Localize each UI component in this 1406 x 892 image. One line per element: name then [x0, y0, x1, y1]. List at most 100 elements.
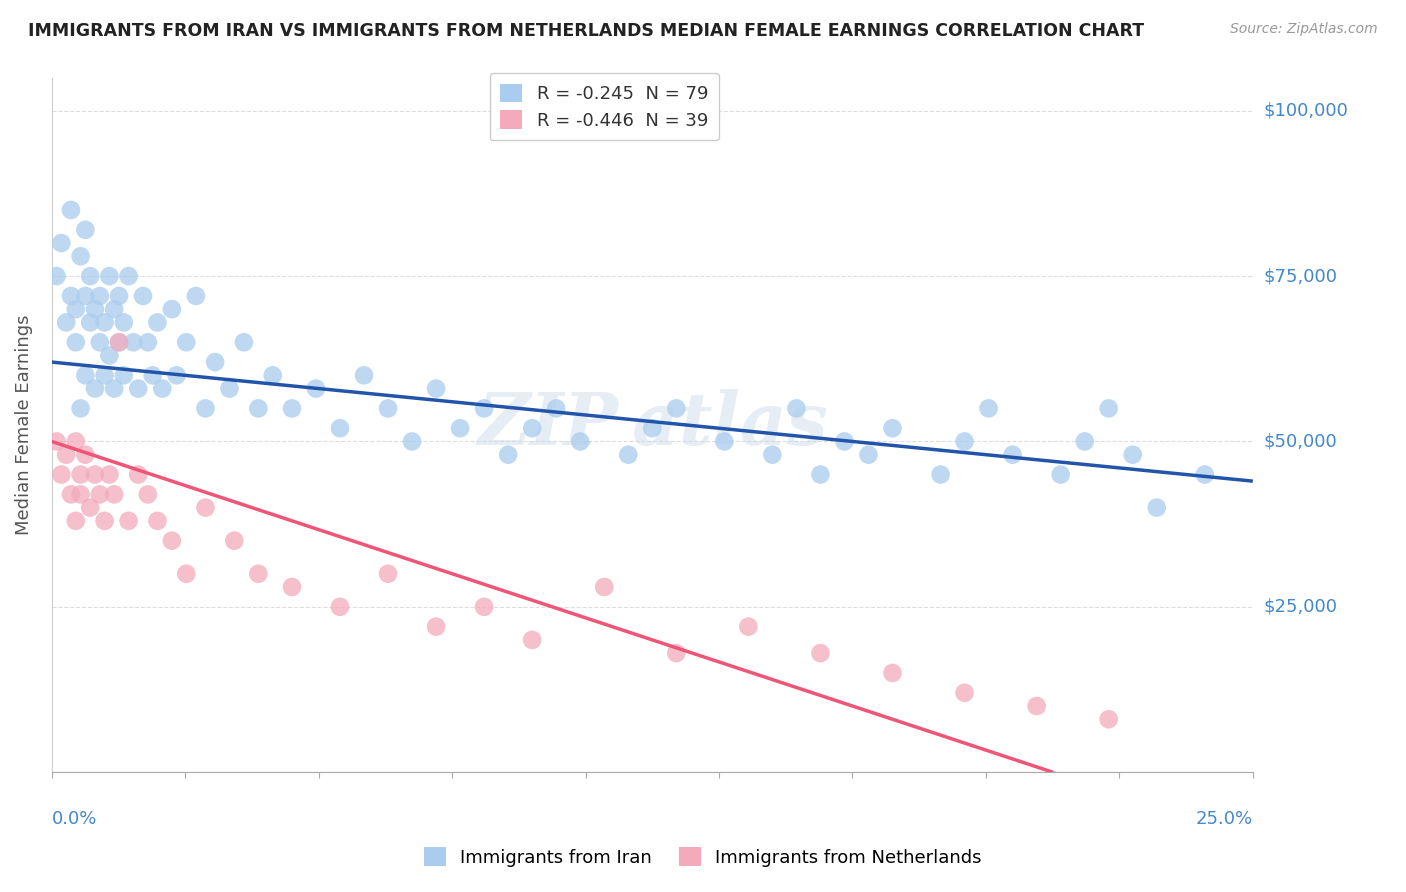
Point: [449, 421, 471, 435]
Point: [834, 434, 856, 449]
Point: [1194, 467, 1216, 482]
Point: [204, 355, 226, 369]
Point: [98, 269, 121, 284]
Text: 0.0%: 0.0%: [52, 810, 97, 829]
Point: [84, 382, 107, 396]
Text: ZIP atlas: ZIP atlas: [477, 390, 828, 460]
Point: [103, 487, 125, 501]
Point: [305, 382, 328, 396]
Point: [665, 401, 688, 416]
Point: [737, 620, 759, 634]
Point: [329, 421, 352, 435]
Point: [785, 401, 807, 416]
Point: [75, 289, 97, 303]
Point: [79, 269, 101, 284]
Point: [146, 315, 169, 329]
Point: [55, 448, 77, 462]
Point: [329, 599, 352, 614]
Point: [232, 335, 254, 350]
Text: $25,000: $25,000: [1264, 598, 1339, 615]
Text: 25.0%: 25.0%: [1195, 810, 1253, 829]
Text: $50,000: $50,000: [1264, 433, 1337, 450]
Point: [1098, 712, 1121, 726]
Point: [89, 487, 111, 501]
Point: [160, 302, 183, 317]
Text: Source: ZipAtlas.com: Source: ZipAtlas.com: [1230, 22, 1378, 37]
Point: [127, 467, 149, 482]
Point: [75, 448, 97, 462]
Point: [641, 421, 664, 435]
Point: [472, 401, 495, 416]
Point: [98, 349, 121, 363]
Point: [166, 368, 188, 383]
Point: [1122, 448, 1144, 462]
Point: [522, 421, 544, 435]
Text: $75,000: $75,000: [1264, 267, 1339, 285]
Point: [1098, 401, 1121, 416]
Point: [84, 302, 107, 317]
Point: [79, 500, 101, 515]
Point: [132, 289, 155, 303]
Point: [108, 335, 131, 350]
Point: [858, 448, 880, 462]
Point: [929, 467, 952, 482]
Legend: Immigrants from Iran, Immigrants from Netherlands: Immigrants from Iran, Immigrants from Ne…: [418, 840, 988, 874]
Point: [194, 401, 217, 416]
Point: [117, 514, 139, 528]
Point: [810, 646, 832, 660]
Point: [65, 434, 87, 449]
Text: IMMIGRANTS FROM IRAN VS IMMIGRANTS FROM NETHERLANDS MEDIAN FEMALE EARNINGS CORRE: IMMIGRANTS FROM IRAN VS IMMIGRANTS FROM …: [28, 22, 1144, 40]
Point: [496, 448, 519, 462]
Point: [89, 289, 111, 303]
Legend: R = -0.245  N = 79, R = -0.446  N = 39: R = -0.245 N = 79, R = -0.446 N = 39: [489, 73, 718, 140]
Point: [247, 401, 270, 416]
Point: [262, 368, 284, 383]
Point: [65, 302, 87, 317]
Point: [425, 620, 447, 634]
Point: [93, 514, 115, 528]
Point: [136, 487, 159, 501]
Point: [65, 514, 87, 528]
Point: [218, 382, 240, 396]
Point: [75, 368, 97, 383]
Point: [75, 223, 97, 237]
Point: [69, 467, 91, 482]
Point: [353, 368, 375, 383]
Point: [194, 500, 217, 515]
Point: [569, 434, 592, 449]
Point: [713, 434, 735, 449]
Point: [98, 467, 121, 482]
Point: [810, 467, 832, 482]
Point: [1073, 434, 1095, 449]
Point: [1146, 500, 1168, 515]
Point: [122, 335, 145, 350]
Point: [160, 533, 183, 548]
Point: [108, 335, 131, 350]
Point: [472, 599, 495, 614]
Point: [593, 580, 616, 594]
Point: [281, 580, 304, 594]
Point: [150, 382, 173, 396]
Point: [522, 632, 544, 647]
Point: [59, 487, 82, 501]
Point: [103, 382, 125, 396]
Point: [1001, 448, 1024, 462]
Point: [425, 382, 447, 396]
Point: [136, 335, 159, 350]
Point: [45, 434, 67, 449]
Point: [953, 686, 976, 700]
Point: [665, 646, 688, 660]
Point: [377, 566, 399, 581]
Point: [174, 566, 197, 581]
Point: [127, 382, 149, 396]
Point: [377, 401, 399, 416]
Point: [51, 235, 73, 250]
Point: [117, 269, 139, 284]
Point: [1025, 699, 1047, 714]
Point: [93, 368, 115, 383]
Point: [59, 289, 82, 303]
Point: [59, 202, 82, 217]
Point: [882, 421, 904, 435]
Point: [89, 335, 111, 350]
Point: [401, 434, 423, 449]
